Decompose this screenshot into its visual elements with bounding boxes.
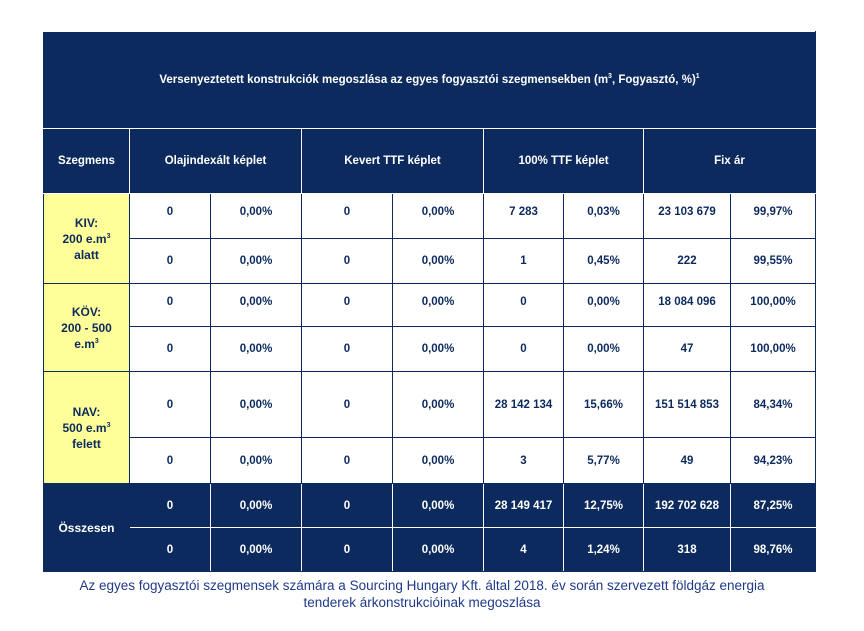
total-cell: 4 (483, 527, 564, 572)
table-cell: 0,00% (563, 326, 644, 372)
total-cell: 0,00% (210, 527, 302, 572)
table-cell: 18 084 096 (643, 283, 731, 327)
segment-label-line: e.m3 (74, 336, 99, 351)
table-cell: 0,00% (210, 238, 302, 284)
table-cell: 0,00% (210, 437, 302, 484)
table-cell: 0 (129, 326, 211, 372)
total-cell: 0 (301, 483, 393, 528)
table-cell: 0,00% (392, 238, 484, 284)
table-cell: 5,77% (563, 437, 644, 484)
table-cell: 100,00% (729, 283, 817, 327)
figure-caption: Az egyes fogyasztói szegmensek számára a… (0, 577, 844, 611)
table-cell: 1 (483, 238, 564, 284)
table-cell: 0 (483, 326, 564, 372)
table-cell: 15,66% (563, 371, 644, 438)
segment-label-line: KÖV: (71, 304, 102, 319)
table-cell: 151 514 853 (643, 371, 731, 438)
table-cell: 0,00% (210, 193, 302, 239)
table-cell: 0,00% (392, 326, 484, 372)
table-cell: 0 (129, 437, 211, 484)
table-cell: 0 (301, 326, 393, 372)
table-cell: 49 (643, 437, 731, 484)
total-cell: 318 (643, 527, 731, 572)
total-label: Összesen (43, 483, 130, 572)
table-cell: 99,97% (729, 193, 817, 239)
table-cell: 222 (643, 238, 731, 284)
table-cell: 0 (301, 283, 393, 327)
table-cell: 0,00% (210, 326, 302, 372)
table-cell: 0 (483, 283, 564, 327)
table-cell: 0 (301, 437, 393, 484)
table-cell: 0,00% (392, 193, 484, 239)
total-cell: 0,00% (392, 483, 484, 528)
total-cell: 12,75% (563, 483, 644, 528)
segment-label: NAV: 500 e.m3 felett (43, 371, 130, 484)
header-fixed-price: Fix ár (642, 128, 817, 194)
total-cell: 87,25% (729, 483, 817, 528)
total-cell: 0 (129, 527, 211, 572)
table-cell: 0,00% (392, 371, 484, 438)
table-cell: 0,45% (563, 238, 644, 284)
header-mixed-ttf: Kevert TTF képlet (301, 128, 484, 194)
segment-label-line: KIV: (74, 215, 99, 230)
table-cell: 0,00% (392, 283, 484, 327)
data-table: Versenyeztetett konstrukciók megoszlása … (42, 31, 817, 572)
table-cell: 0,00% (563, 283, 644, 327)
total-cell: 28 149 417 (483, 483, 564, 528)
table-cell: 3 (483, 437, 564, 484)
total-cell: 1,24% (563, 527, 644, 572)
caption-line-2: tenderek árkonstrukcióinak megoszlása (303, 595, 541, 610)
table-row: 0 0,00% 0 0,00% 1 0,45% 222 99,55% (44, 238, 817, 284)
table-cell: 0 (301, 371, 393, 438)
header-segment: Szegmens (43, 128, 130, 194)
total-row: Összesen 0 0,00% 0 0,00% 28 149 417 12,75% 192 … (43, 483, 817, 572)
header-oil-indexed: Olajindexált képlet (129, 128, 302, 194)
segment-label-line: felett (72, 436, 101, 451)
total-cell: 192 702 628 (643, 483, 731, 528)
segment-label-line: NAV: (72, 404, 101, 419)
total-cell: 0 (301, 527, 393, 572)
total-cell: 0 (129, 483, 211, 528)
table-cell: 0,00% (210, 283, 302, 327)
segment-label-line: alatt (74, 247, 99, 262)
table-cell: 7 283 (483, 193, 564, 239)
table-cell: 28 142 134 (483, 371, 564, 438)
header-100-ttf: 100% TTF képlet (483, 128, 644, 194)
table-cell: 0 (301, 193, 393, 239)
table-cell: 100,00% (729, 326, 817, 372)
table-cell: 99,55% (729, 238, 817, 284)
total-row: 0 0,00% 0 0,00% 4 1,24% 318 98,76% (44, 527, 817, 572)
total-cell: 98,76% (729, 527, 817, 572)
table-cell: 0 (129, 193, 211, 239)
table-title: Versenyeztetett konstrukciók megoszlása … (42, 31, 817, 129)
segment-label-line: 200 e.m3 (62, 231, 111, 246)
table-cell: 0 (301, 238, 393, 284)
table-cell: 0,00% (392, 437, 484, 484)
table-cell: 47 (643, 326, 731, 372)
total-cell: 0,00% (210, 483, 302, 528)
table-row: 0 0,00% 0 0,00% 0 0,00% 47 100,00% (44, 326, 817, 372)
segment-label-line: 500 e.m3 (62, 420, 111, 435)
table-row: NAV: 500 e.m3 felett 0 0,00% 0 0,00% 28 142 134… (43, 371, 817, 484)
segment-label: KIV: 200 e.m3 alatt (43, 193, 130, 284)
table-cell: 23 103 679 (643, 193, 731, 239)
table-cell: 0 (129, 371, 211, 438)
segment-label: KÖV: 200 - 500 e.m3 (43, 283, 130, 372)
caption-line-1: Az egyes fogyasztói szegmensek számára a… (79, 578, 765, 593)
table-row: KÖV: 200 - 500 e.m3 0 0,00% 0 0,00% 0 0,00% 18 08… (43, 283, 817, 372)
table-cell: 0,03% (563, 193, 644, 239)
table-row: 0 0,00% 0 0,00% 3 5,77% 49 94,23% (44, 437, 817, 484)
table-cell: 0 (129, 238, 211, 284)
table-cell: 94,23% (729, 437, 817, 484)
total-cell: 0,00% (392, 527, 484, 572)
table-cell: 0,00% (210, 371, 302, 438)
table-cell: 84,34% (729, 371, 817, 438)
table-row: KIV: 200 e.m3 alatt 0 0,00% 0 0,00% 7 283 0,03% 2… (43, 193, 817, 284)
table-cell: 0 (129, 283, 211, 327)
segment-label-line: 200 - 500 (61, 320, 112, 335)
